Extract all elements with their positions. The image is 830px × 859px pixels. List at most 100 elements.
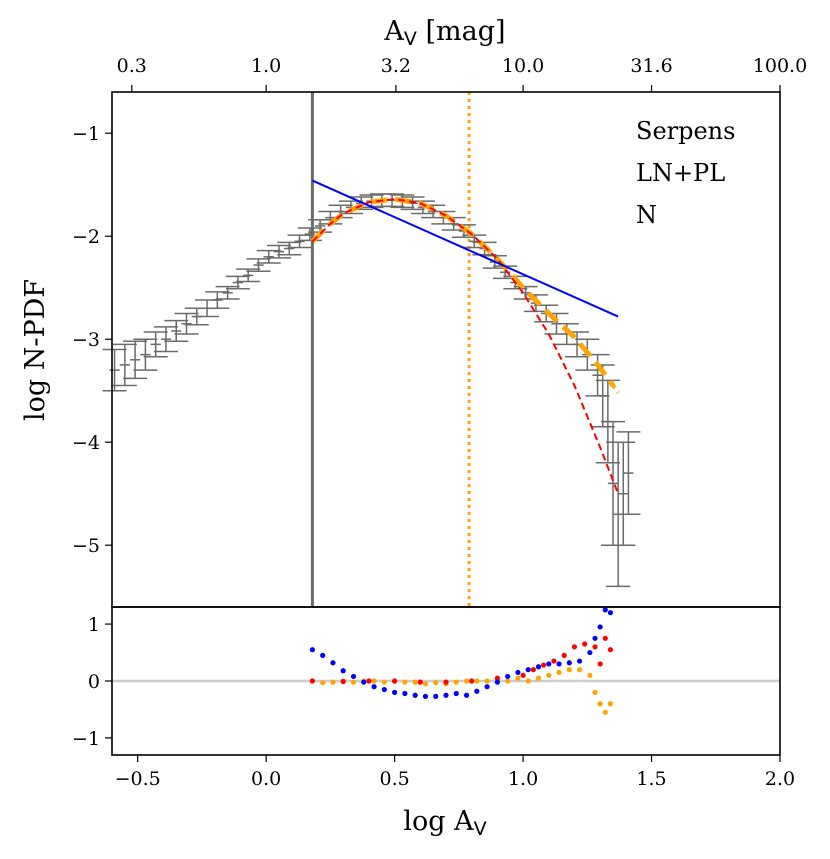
errorbar-point xyxy=(246,258,271,272)
y-tick-label: −4 xyxy=(72,432,100,454)
residual-point xyxy=(350,679,357,685)
residual-point xyxy=(469,678,475,684)
residual-point xyxy=(320,652,326,658)
errorbar-point xyxy=(133,338,158,371)
residual-point xyxy=(592,689,598,695)
residual-point xyxy=(597,624,603,630)
residual-point xyxy=(577,658,583,664)
residual-point xyxy=(535,675,542,681)
residual-point xyxy=(602,635,608,641)
residual-point xyxy=(494,679,500,685)
top-tick-label: 0.3 xyxy=(117,55,147,77)
residual-point xyxy=(587,672,593,678)
residual-point xyxy=(443,679,449,685)
residual-point xyxy=(494,675,500,681)
residual-point xyxy=(381,679,387,685)
errorbar-series xyxy=(102,193,641,588)
legend-entry-serpens: Serpens xyxy=(636,117,735,145)
x-tick-label: 1.0 xyxy=(508,768,538,790)
residual-point xyxy=(474,688,480,694)
x-tick-label: 1.5 xyxy=(636,768,666,790)
residual-point xyxy=(592,644,598,650)
y-axis-title: log N-PDF xyxy=(20,279,51,421)
residual-point xyxy=(402,690,408,697)
residual-point xyxy=(520,672,526,678)
residual-point xyxy=(597,701,603,707)
errorbar-point xyxy=(236,268,261,283)
residual-point xyxy=(566,660,572,666)
residual-point xyxy=(505,673,511,680)
legend: Serpens LN+PL N xyxy=(636,117,735,229)
residual-point xyxy=(366,678,372,684)
curve-ln-pl-fit xyxy=(310,196,616,388)
residual-point xyxy=(484,684,490,690)
main-panel: −1 −2 −3 −4 −5 0.3 1.0 3.2 10.0 31.6 100.0 xyxy=(72,55,807,608)
residual-point xyxy=(515,669,521,676)
residual-point xyxy=(417,679,423,685)
x-tick-label: 0.0 xyxy=(251,768,281,790)
residual-point xyxy=(602,709,608,715)
residual-point xyxy=(515,675,521,681)
residual-point xyxy=(505,678,511,684)
x-axis-title: log AV xyxy=(403,806,486,840)
residual-point xyxy=(350,673,357,680)
y-tick-label: −2 xyxy=(72,226,100,248)
y-tick-label: −3 xyxy=(72,329,100,351)
residual-point xyxy=(525,667,531,673)
errorbar-point xyxy=(102,348,127,392)
top-tick-label: 100.0 xyxy=(753,55,807,77)
residual-point xyxy=(597,661,603,667)
errorbar-point xyxy=(611,441,636,546)
residual-point xyxy=(602,607,608,613)
errorbar-point xyxy=(153,326,178,353)
residual-point xyxy=(330,679,336,685)
residual-point xyxy=(551,658,557,664)
legend-entry-ln-pl: LN+PL xyxy=(636,159,725,187)
residual-point xyxy=(530,667,536,673)
residual-point xyxy=(546,672,552,678)
y-tick-label: −5 xyxy=(72,535,100,557)
residual-point xyxy=(371,684,377,690)
residual-point xyxy=(525,678,531,684)
errorbar-point xyxy=(225,275,250,290)
residual-point xyxy=(309,647,315,653)
residual-point xyxy=(566,667,572,673)
residual-point xyxy=(535,664,542,670)
residual-series-ln-pl-residuals xyxy=(309,667,614,715)
errorbar-point xyxy=(164,319,189,343)
residual-point xyxy=(556,669,562,676)
x-tick-label: 2.0 xyxy=(765,768,795,790)
residual-point xyxy=(463,678,470,684)
top-tick-label: 1.0 xyxy=(251,55,281,77)
residual-point xyxy=(577,667,583,673)
residual-point xyxy=(412,679,418,685)
residual-point xyxy=(392,689,398,695)
top-tick-label: 10.0 xyxy=(502,55,544,77)
residual-point xyxy=(392,678,398,684)
residual-panel: 1 0 −1 −0.5 0.0 0.5 1.0 1.5 2.0 xyxy=(72,606,795,790)
residual-point xyxy=(340,678,346,685)
residual-point xyxy=(587,649,593,656)
x-tick-label: 0.5 xyxy=(380,768,410,790)
residual-point xyxy=(607,701,614,707)
top-tick-label: 31.6 xyxy=(630,55,672,77)
residual-point xyxy=(340,668,346,674)
residual-series-n-residuals xyxy=(309,635,614,685)
errorbar-point xyxy=(462,234,487,249)
errorbar-point xyxy=(112,343,137,387)
errorbar-point xyxy=(256,249,281,264)
residual-point xyxy=(607,647,614,653)
residual-point xyxy=(381,686,387,693)
errorbar-point xyxy=(601,420,625,546)
curve-ln-pl-extension xyxy=(611,384,620,394)
residual-point xyxy=(402,679,408,685)
residual-point xyxy=(433,680,439,686)
errorbar-point xyxy=(287,234,312,249)
errorbar-point xyxy=(143,331,168,358)
residual-point xyxy=(592,635,598,641)
residual-y-tick-label: 0 xyxy=(88,671,100,693)
errorbar-point xyxy=(123,340,148,380)
residual-point xyxy=(453,690,459,697)
residual-point xyxy=(371,678,377,684)
